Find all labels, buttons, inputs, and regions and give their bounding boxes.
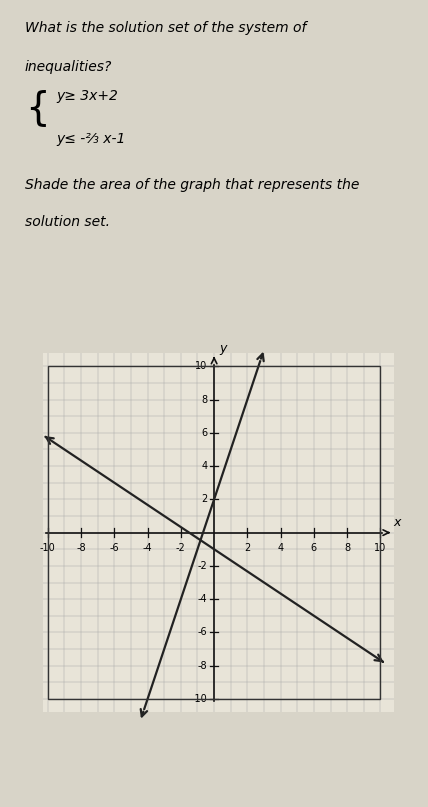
Text: -10: -10 — [192, 694, 208, 704]
Text: -4: -4 — [143, 543, 152, 554]
Text: -8: -8 — [198, 661, 208, 671]
Text: -6: -6 — [110, 543, 119, 554]
Text: 4: 4 — [201, 461, 208, 471]
Text: Shade the area of the graph that represents the: Shade the area of the graph that represe… — [25, 178, 360, 192]
Text: solution set.: solution set. — [25, 215, 110, 228]
Text: x: x — [393, 516, 400, 529]
Text: What is the solution set of the system of: What is the solution set of the system o… — [25, 21, 306, 35]
Text: 10: 10 — [374, 543, 386, 554]
Text: -4: -4 — [198, 594, 208, 604]
Text: -2: -2 — [176, 543, 186, 554]
Text: y≥ 3x+2: y≥ 3x+2 — [56, 89, 119, 102]
Text: 10: 10 — [195, 362, 208, 371]
Text: 8: 8 — [344, 543, 350, 554]
Text: 2: 2 — [244, 543, 250, 554]
Text: 6: 6 — [311, 543, 317, 554]
Text: {: { — [25, 89, 50, 128]
Text: -2: -2 — [198, 561, 208, 571]
Text: -8: -8 — [76, 543, 86, 554]
Text: 2: 2 — [201, 495, 208, 504]
Text: inequalities?: inequalities? — [25, 60, 113, 73]
Text: -10: -10 — [40, 543, 56, 554]
Text: y≤ -²⁄₃ x-1: y≤ -²⁄₃ x-1 — [56, 132, 126, 146]
Text: 8: 8 — [201, 395, 208, 404]
Text: 6: 6 — [201, 428, 208, 438]
Text: 4: 4 — [278, 543, 284, 554]
Text: y: y — [219, 341, 226, 354]
Text: -6: -6 — [198, 627, 208, 638]
